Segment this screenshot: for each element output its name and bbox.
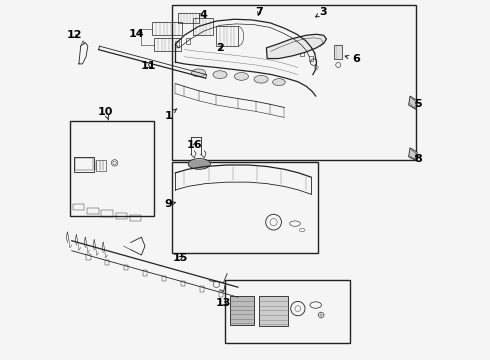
Text: 3: 3 bbox=[316, 7, 327, 17]
Text: 15: 15 bbox=[173, 252, 188, 262]
Bar bbox=[193, 18, 213, 35]
Bar bbox=[86, 254, 91, 260]
Bar bbox=[130, 215, 142, 221]
Text: 12: 12 bbox=[67, 30, 82, 40]
Bar bbox=[70, 121, 154, 216]
Bar bbox=[152, 22, 182, 35]
Bar bbox=[105, 260, 109, 265]
Text: 9: 9 bbox=[164, 199, 175, 209]
Polygon shape bbox=[267, 34, 326, 59]
Bar bbox=[172, 5, 416, 160]
Bar bbox=[175, 41, 179, 47]
Bar bbox=[309, 56, 313, 62]
Bar bbox=[200, 286, 204, 292]
Bar bbox=[186, 38, 190, 44]
Polygon shape bbox=[409, 96, 417, 109]
Bar bbox=[96, 160, 106, 171]
Bar bbox=[73, 204, 84, 210]
Bar bbox=[87, 207, 98, 214]
Bar bbox=[124, 265, 128, 270]
Bar bbox=[230, 296, 254, 325]
Bar bbox=[162, 275, 167, 281]
Bar bbox=[101, 210, 113, 217]
Polygon shape bbox=[188, 158, 210, 169]
Text: 1: 1 bbox=[164, 109, 177, 121]
Bar bbox=[74, 157, 94, 172]
Ellipse shape bbox=[234, 73, 248, 80]
Text: 10: 10 bbox=[98, 107, 113, 120]
Bar bbox=[172, 162, 318, 253]
Text: 5: 5 bbox=[415, 99, 422, 109]
Bar bbox=[143, 270, 147, 276]
Bar bbox=[75, 158, 93, 170]
Ellipse shape bbox=[254, 75, 268, 83]
Bar bbox=[225, 280, 350, 342]
Text: 7: 7 bbox=[255, 7, 263, 17]
Text: 4: 4 bbox=[200, 10, 208, 19]
Ellipse shape bbox=[272, 79, 285, 86]
Ellipse shape bbox=[192, 69, 206, 77]
Bar bbox=[217, 26, 238, 46]
Bar bbox=[154, 38, 181, 51]
Text: 14: 14 bbox=[128, 28, 144, 39]
Bar bbox=[181, 281, 185, 286]
Bar bbox=[178, 13, 198, 23]
Text: 11: 11 bbox=[141, 62, 156, 71]
Text: 16: 16 bbox=[187, 140, 203, 150]
Bar bbox=[259, 296, 288, 327]
Bar bbox=[334, 45, 342, 59]
Bar bbox=[219, 292, 223, 297]
Bar bbox=[300, 50, 304, 56]
Bar bbox=[116, 213, 127, 219]
Ellipse shape bbox=[213, 71, 227, 78]
Text: 8: 8 bbox=[415, 154, 422, 163]
Text: 13: 13 bbox=[216, 298, 231, 308]
Text: 2: 2 bbox=[216, 43, 224, 53]
Text: 6: 6 bbox=[345, 54, 360, 64]
Polygon shape bbox=[409, 148, 417, 160]
